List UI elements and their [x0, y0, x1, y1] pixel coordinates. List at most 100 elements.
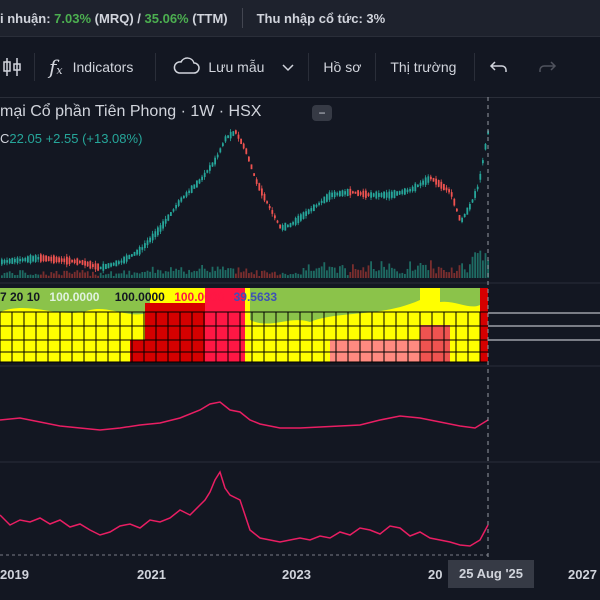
volume-bar: [287, 275, 289, 278]
candle-body: [294, 217, 297, 225]
volume-bar: [346, 275, 349, 278]
candle-body: [362, 190, 365, 197]
candle-body: [154, 231, 157, 238]
candle-body: [123, 256, 125, 264]
profit-ttm-suffix: (TTM): [192, 10, 228, 26]
volume-bar: [34, 273, 37, 278]
volume-bar: [55, 270, 58, 278]
undo-icon[interactable]: [475, 37, 523, 97]
volume-bar: [352, 264, 354, 278]
volume-bar: [466, 272, 469, 278]
volume-bar: [42, 271, 45, 278]
candle-body: [14, 258, 16, 263]
candle-body: [196, 180, 198, 188]
candle-body: [105, 264, 107, 269]
volume-bar: [133, 272, 136, 278]
candle-body: [29, 255, 32, 263]
candle-body: [297, 215, 300, 224]
volume-bar: [201, 264, 203, 278]
volume-bar: [315, 268, 318, 278]
volume-bar: [162, 273, 164, 278]
candle-body: [339, 191, 341, 197]
divider: [241, 8, 243, 28]
candle-body: [175, 205, 177, 209]
candle-body: [271, 210, 274, 214]
volume-bar: [141, 272, 144, 278]
candle-body: [469, 203, 471, 210]
candle-body: [258, 183, 261, 191]
redo-icon[interactable]: [523, 37, 571, 97]
volume-bar: [123, 270, 125, 278]
candle-body: [437, 180, 440, 187]
candle-body: [94, 263, 97, 270]
volume-bar: [102, 275, 105, 278]
candle-body: [68, 257, 71, 265]
candle-body: [133, 251, 136, 256]
chart-toolbar: fx Indicators Lưu mẫu Hồ sơ Thị trường: [0, 36, 600, 98]
candle-body: [6, 260, 8, 263]
indicator-band-red: [330, 340, 440, 362]
candle-body: [484, 143, 487, 150]
indicator-band-red: [130, 340, 150, 362]
volume-bar: [16, 274, 19, 278]
candlestick-icon[interactable]: [0, 37, 34, 97]
candle-body: [8, 258, 11, 264]
market-button[interactable]: Thị trường: [376, 37, 474, 97]
volume-bar: [237, 267, 240, 278]
volume-bar: [185, 273, 188, 278]
volume-bar: [68, 272, 71, 278]
indicators-button[interactable]: fx Indicators: [35, 37, 143, 97]
candle-body: [461, 217, 463, 223]
candle-body: [138, 247, 141, 255]
candle-body: [424, 177, 427, 185]
chevron-down-icon[interactable]: [282, 59, 294, 75]
volume-bar: [97, 275, 99, 278]
volume-bar: [164, 271, 167, 278]
volume-bar: [128, 270, 131, 278]
indicator-band-green: [440, 288, 480, 307]
candle-body: [292, 222, 294, 225]
volume-bar: [367, 265, 370, 278]
candle-body: [131, 254, 133, 257]
candle-body: [401, 190, 404, 194]
volume-bar: [183, 271, 185, 278]
volume-bar: [159, 270, 162, 278]
candle-body: [419, 182, 422, 186]
volume-bar: [341, 265, 344, 278]
candle-body: [266, 201, 268, 204]
volume-bar: [45, 274, 47, 278]
indicator-band-red: [480, 288, 488, 362]
candle-body: [60, 258, 63, 262]
candle-body: [144, 243, 146, 249]
candle-body: [310, 208, 313, 212]
volume-bar: [224, 270, 227, 278]
volume-bar: [170, 267, 172, 278]
cloud-icon: [172, 56, 201, 78]
candle-body: [476, 186, 479, 190]
candle-body: [224, 136, 227, 142]
volume-bar: [440, 267, 443, 278]
candle-body: [172, 209, 175, 212]
candle-body: [149, 237, 151, 243]
candle-body: [79, 260, 81, 263]
candle-body: [170, 212, 172, 216]
volume-bar: [456, 270, 458, 278]
collapse-icon[interactable]: −: [312, 105, 332, 121]
candle-body: [422, 180, 424, 185]
volume-bar: [294, 272, 297, 278]
volume-bar: [430, 260, 432, 278]
volume-bar: [453, 273, 456, 278]
volume-bar: [383, 266, 385, 278]
profile-label: Hồ sơ: [323, 59, 362, 75]
candle-body: [396, 191, 398, 196]
volume-bar: [450, 267, 453, 278]
candle-body: [97, 263, 99, 271]
profile-button[interactable]: Hồ sơ: [309, 37, 375, 97]
candle-body: [27, 256, 29, 263]
volume-bar: [232, 268, 235, 278]
save-template-button[interactable]: Lưu mẫu: [156, 37, 304, 97]
volume-bar: [411, 270, 414, 278]
volume-bar: [50, 272, 53, 278]
toolbar-divider: [308, 53, 310, 81]
price-chart[interactable]: [0, 97, 600, 600]
